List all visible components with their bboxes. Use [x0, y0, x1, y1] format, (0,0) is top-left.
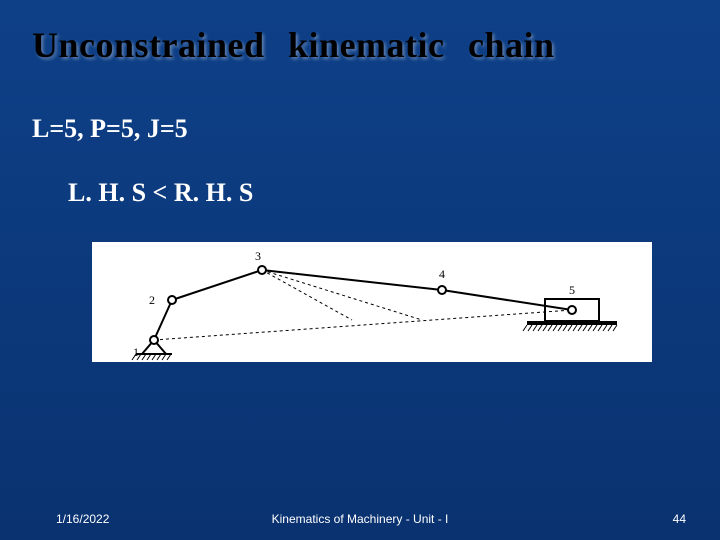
svg-text:4: 4	[439, 267, 445, 281]
slide: Unconstrained kinematic chain L=5, P=5, …	[0, 0, 720, 540]
footer-date: 1/16/2022	[56, 512, 109, 526]
footer: 1/16/2022 Kinematics of Machinery - Unit…	[0, 512, 720, 526]
kinematic-diagram: 1 2 3 4 5	[92, 242, 652, 362]
equation-inequality: L. H. S < R. H. S	[68, 178, 688, 208]
svg-text:5: 5	[569, 283, 575, 297]
equation-parameters: L=5, P=5, J=5	[32, 114, 688, 144]
svg-text:1: 1	[133, 345, 139, 359]
footer-page: 44	[673, 512, 686, 526]
svg-text:2: 2	[149, 293, 155, 307]
footer-course: Kinematics of Machinery - Unit - I	[272, 512, 449, 526]
svg-text:3: 3	[255, 249, 261, 263]
page-title: Unconstrained kinematic chain	[32, 24, 688, 66]
kinematic-diagram-svg: 1 2 3 4 5	[92, 242, 652, 362]
